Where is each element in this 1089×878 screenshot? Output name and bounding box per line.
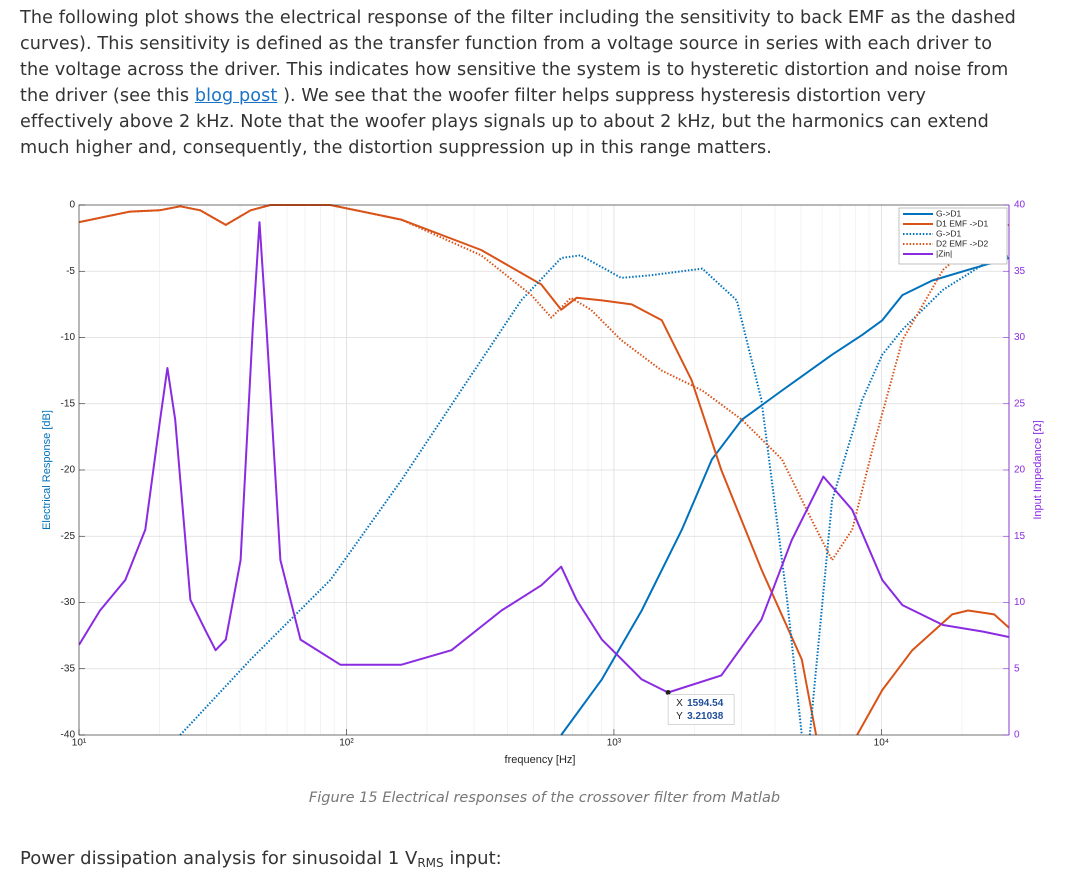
series-line bbox=[79, 221, 1009, 694]
series-line bbox=[79, 204, 1009, 562]
y2-tick-label: 10 bbox=[1014, 597, 1026, 608]
y-axis-label: Electrical Response [dB] bbox=[41, 410, 53, 530]
datatip-value: 3.21038 bbox=[687, 711, 724, 722]
paragraph-line: The following plot shows the electrical … bbox=[20, 8, 1016, 28]
y-tick-label: -40 bbox=[61, 730, 76, 741]
x-tick-label: 10³ bbox=[607, 738, 622, 749]
y2-tick-label: 0 bbox=[1014, 730, 1020, 741]
y2-axis-label: Input Impedance [Ω] bbox=[1032, 420, 1044, 519]
y-tick-label: -20 bbox=[61, 465, 76, 476]
figure-caption: Figure 15 Electrical responses of the cr… bbox=[308, 790, 781, 806]
y2-tick-label: 40 bbox=[1014, 200, 1026, 211]
datatip-label: X bbox=[676, 698, 683, 709]
y-tick-label: -30 bbox=[61, 597, 76, 608]
chart: 10¹ 10² 10³ 10⁴ 0 -5 -10 -15 -20 -25 -30 -35 -40 0 5 10… bbox=[41, 200, 1044, 766]
y2-tick-label: 15 bbox=[1014, 531, 1026, 542]
text: ). We see that the woofer filter helps s… bbox=[277, 86, 927, 106]
y2-tick-label: 5 bbox=[1014, 663, 1020, 674]
x-tick-label: 10¹ bbox=[72, 738, 87, 749]
section-text: Power dissipation analysis for sinusoida… bbox=[20, 848, 502, 870]
datatip-label: Y bbox=[676, 711, 683, 722]
datatip-point bbox=[665, 689, 671, 695]
x-tick-label: 10² bbox=[339, 738, 354, 749]
text: the driver (see this bbox=[20, 86, 195, 106]
y-tick-label: -5 bbox=[66, 266, 75, 277]
y-tick-label: 0 bbox=[69, 200, 75, 211]
legend-label: D1 EMF ->D1 bbox=[936, 218, 988, 228]
paragraph-line: curves). This sensitivity is defined as … bbox=[20, 34, 993, 54]
paragraph-line: the driver (see this blog post ). We see… bbox=[20, 86, 926, 106]
y2-tick-label: 20 bbox=[1014, 465, 1026, 476]
legend-label: G->D1 bbox=[936, 208, 962, 218]
link[interactable]: blog post bbox=[194, 86, 278, 106]
series-line bbox=[560, 257, 1009, 736]
text: input: bbox=[443, 848, 502, 869]
x-axis-label: frequency [Hz] bbox=[505, 754, 576, 766]
y-tick-label: -25 bbox=[61, 531, 76, 542]
paragraph-line: the voltage across the driver. This indi… bbox=[20, 60, 1009, 80]
y2-tick-label: 35 bbox=[1014, 266, 1026, 277]
paragraph-line: much higher and, consequently, the disto… bbox=[20, 138, 773, 158]
y-tick-label: -35 bbox=[61, 663, 76, 674]
y-tick-label: -10 bbox=[61, 332, 76, 343]
y2-tick-label: 25 bbox=[1014, 398, 1026, 409]
datatip-value: 1594.54 bbox=[687, 698, 724, 709]
text: Power dissipation analysis for sinusoida… bbox=[20, 848, 418, 869]
subscript: RMS bbox=[417, 856, 444, 870]
series-line bbox=[179, 254, 1009, 736]
y2-tick-label: 30 bbox=[1014, 332, 1026, 343]
legend-label: D2 EMF ->D2 bbox=[936, 238, 988, 248]
datatip-box bbox=[667, 694, 735, 725]
legend-label: G->D1 bbox=[936, 228, 962, 238]
legend-label: |Zin| bbox=[936, 248, 952, 258]
x-tick-label: 10⁴ bbox=[874, 738, 889, 749]
paragraph-line: effectively above 2 kHz. Note that the w… bbox=[20, 112, 989, 132]
y-tick-label: -15 bbox=[61, 398, 76, 409]
